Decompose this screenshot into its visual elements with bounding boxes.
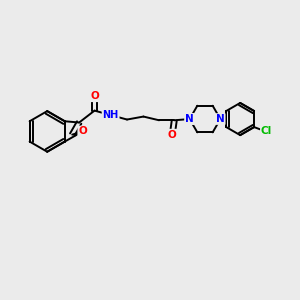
Text: N: N bbox=[216, 114, 225, 124]
Text: Cl: Cl bbox=[261, 126, 272, 136]
Text: N: N bbox=[185, 114, 194, 124]
Text: O: O bbox=[168, 130, 177, 140]
Text: N: N bbox=[185, 114, 194, 124]
Text: O: O bbox=[90, 91, 99, 101]
Text: O: O bbox=[78, 126, 87, 136]
Text: NH: NH bbox=[103, 110, 119, 120]
